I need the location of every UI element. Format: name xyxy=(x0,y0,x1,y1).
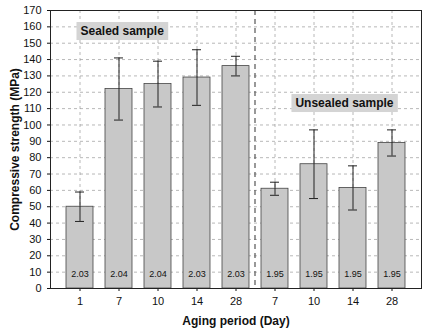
svg-text:Compressive strength (MPa): Compressive strength (MPa) xyxy=(8,68,22,231)
svg-text:28: 28 xyxy=(386,295,398,307)
svg-text:1.95: 1.95 xyxy=(305,269,323,279)
svg-text:30: 30 xyxy=(29,233,41,245)
svg-text:160: 160 xyxy=(23,20,41,32)
svg-text:1.95: 1.95 xyxy=(266,269,284,279)
svg-text:120: 120 xyxy=(23,86,41,98)
svg-text:10: 10 xyxy=(152,295,164,307)
svg-text:7: 7 xyxy=(116,295,122,307)
svg-text:40: 40 xyxy=(29,217,41,229)
svg-text:140: 140 xyxy=(23,53,41,65)
svg-text:2.04: 2.04 xyxy=(110,269,128,279)
svg-text:14: 14 xyxy=(191,295,203,307)
svg-text:Sealed sample: Sealed sample xyxy=(81,24,165,38)
svg-text:2.03: 2.03 xyxy=(71,269,89,279)
svg-text:1.95: 1.95 xyxy=(344,269,362,279)
svg-text:20: 20 xyxy=(29,249,41,261)
svg-text:130: 130 xyxy=(23,69,41,81)
svg-text:0: 0 xyxy=(35,282,41,294)
svg-text:10: 10 xyxy=(29,266,41,278)
svg-text:90: 90 xyxy=(29,135,41,147)
svg-text:80: 80 xyxy=(29,151,41,163)
svg-text:2.03: 2.03 xyxy=(188,269,206,279)
svg-text:60: 60 xyxy=(29,184,41,196)
svg-text:14: 14 xyxy=(347,295,359,307)
svg-text:Aging period (Day): Aging period (Day) xyxy=(182,314,289,328)
svg-text:28: 28 xyxy=(230,295,242,307)
svg-text:1: 1 xyxy=(77,295,83,307)
svg-text:50: 50 xyxy=(29,200,41,212)
svg-text:70: 70 xyxy=(29,168,41,180)
svg-text:10: 10 xyxy=(308,295,320,307)
svg-text:7: 7 xyxy=(272,295,278,307)
svg-text:100: 100 xyxy=(23,118,41,130)
svg-text:110: 110 xyxy=(24,102,42,114)
svg-text:Unsealed sample: Unsealed sample xyxy=(295,96,393,110)
svg-text:2.04: 2.04 xyxy=(149,269,167,279)
svg-text:2.03: 2.03 xyxy=(227,269,245,279)
svg-text:150: 150 xyxy=(23,37,41,49)
svg-text:1.95: 1.95 xyxy=(383,269,401,279)
svg-text:170: 170 xyxy=(23,4,41,16)
